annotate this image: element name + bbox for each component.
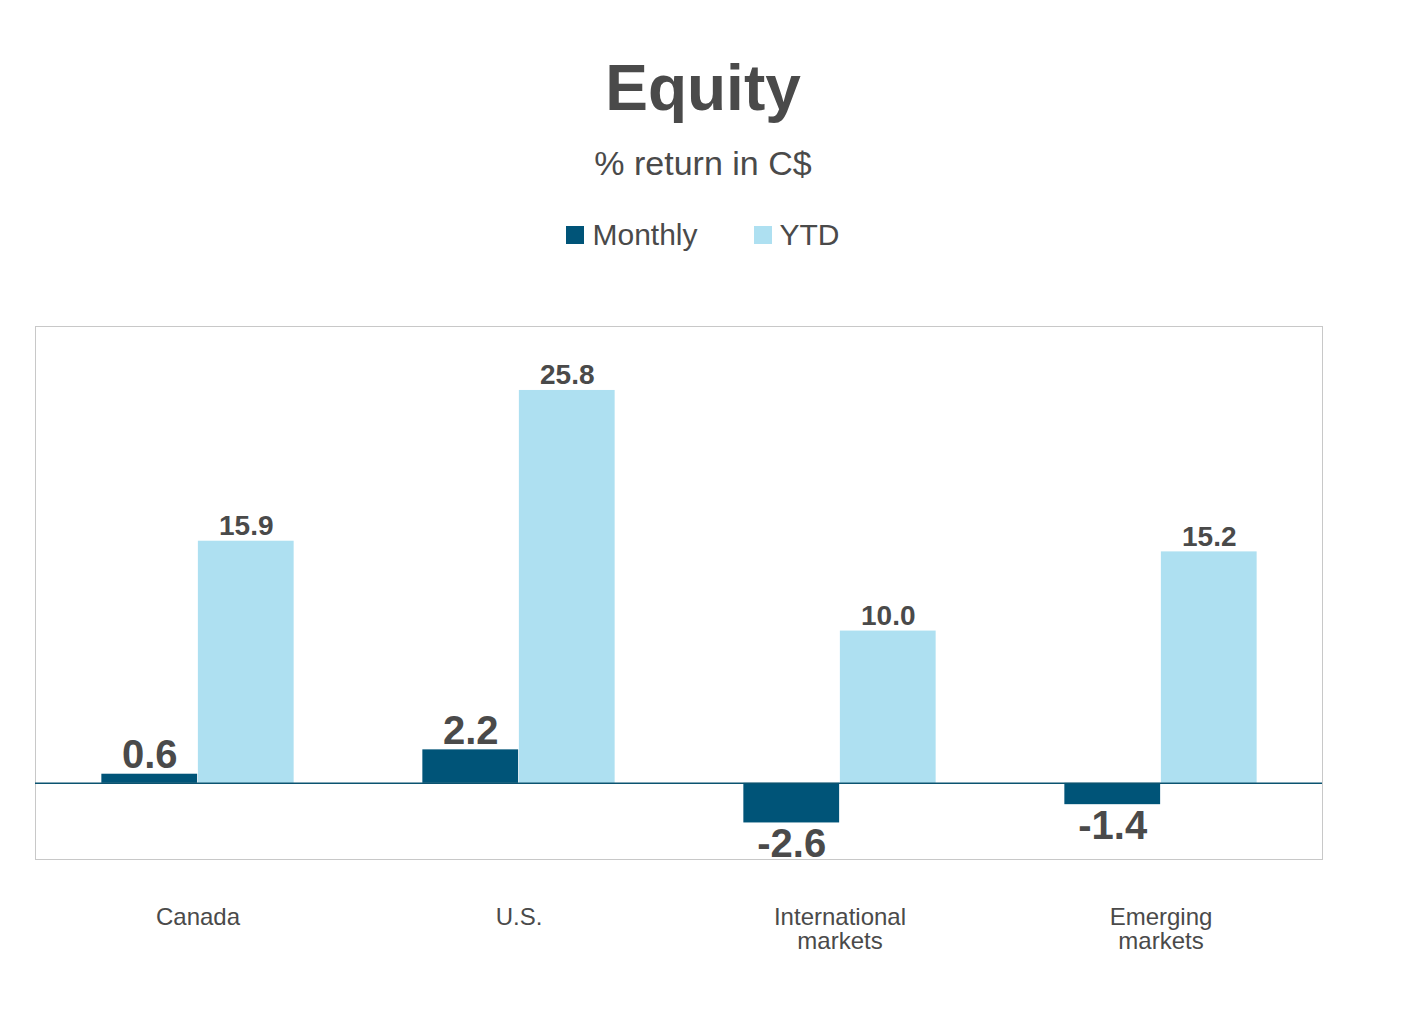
html-text:Monthly: Monthly xyxy=(592,218,698,251)
svg-text:Canada: Canada xyxy=(156,903,241,930)
svg-text:25.8: 25.8 xyxy=(540,359,595,390)
svg-text:0.6: 0.6 xyxy=(122,732,178,776)
svg-text:15.2: 15.2 xyxy=(1182,521,1237,552)
svg-text:-2.6: -2.6 xyxy=(757,821,826,865)
html-text:Equity: Equity xyxy=(605,52,801,124)
svg-text:10.0: 10.0 xyxy=(861,600,916,631)
svg-text:Internationalmarkets: Internationalmarkets xyxy=(774,903,906,954)
svg-text:2.2: 2.2 xyxy=(443,708,499,752)
svg-text:U.S.: U.S. xyxy=(496,903,543,930)
html-text:% return in C$: % return in C$ xyxy=(594,144,812,182)
svg-text:-1.4: -1.4 xyxy=(1078,803,1148,847)
html-text:YTD: YTD xyxy=(779,218,840,251)
svg-text:Emergingmarkets: Emergingmarkets xyxy=(1110,903,1213,954)
svg-text:15.9: 15.9 xyxy=(219,510,274,541)
